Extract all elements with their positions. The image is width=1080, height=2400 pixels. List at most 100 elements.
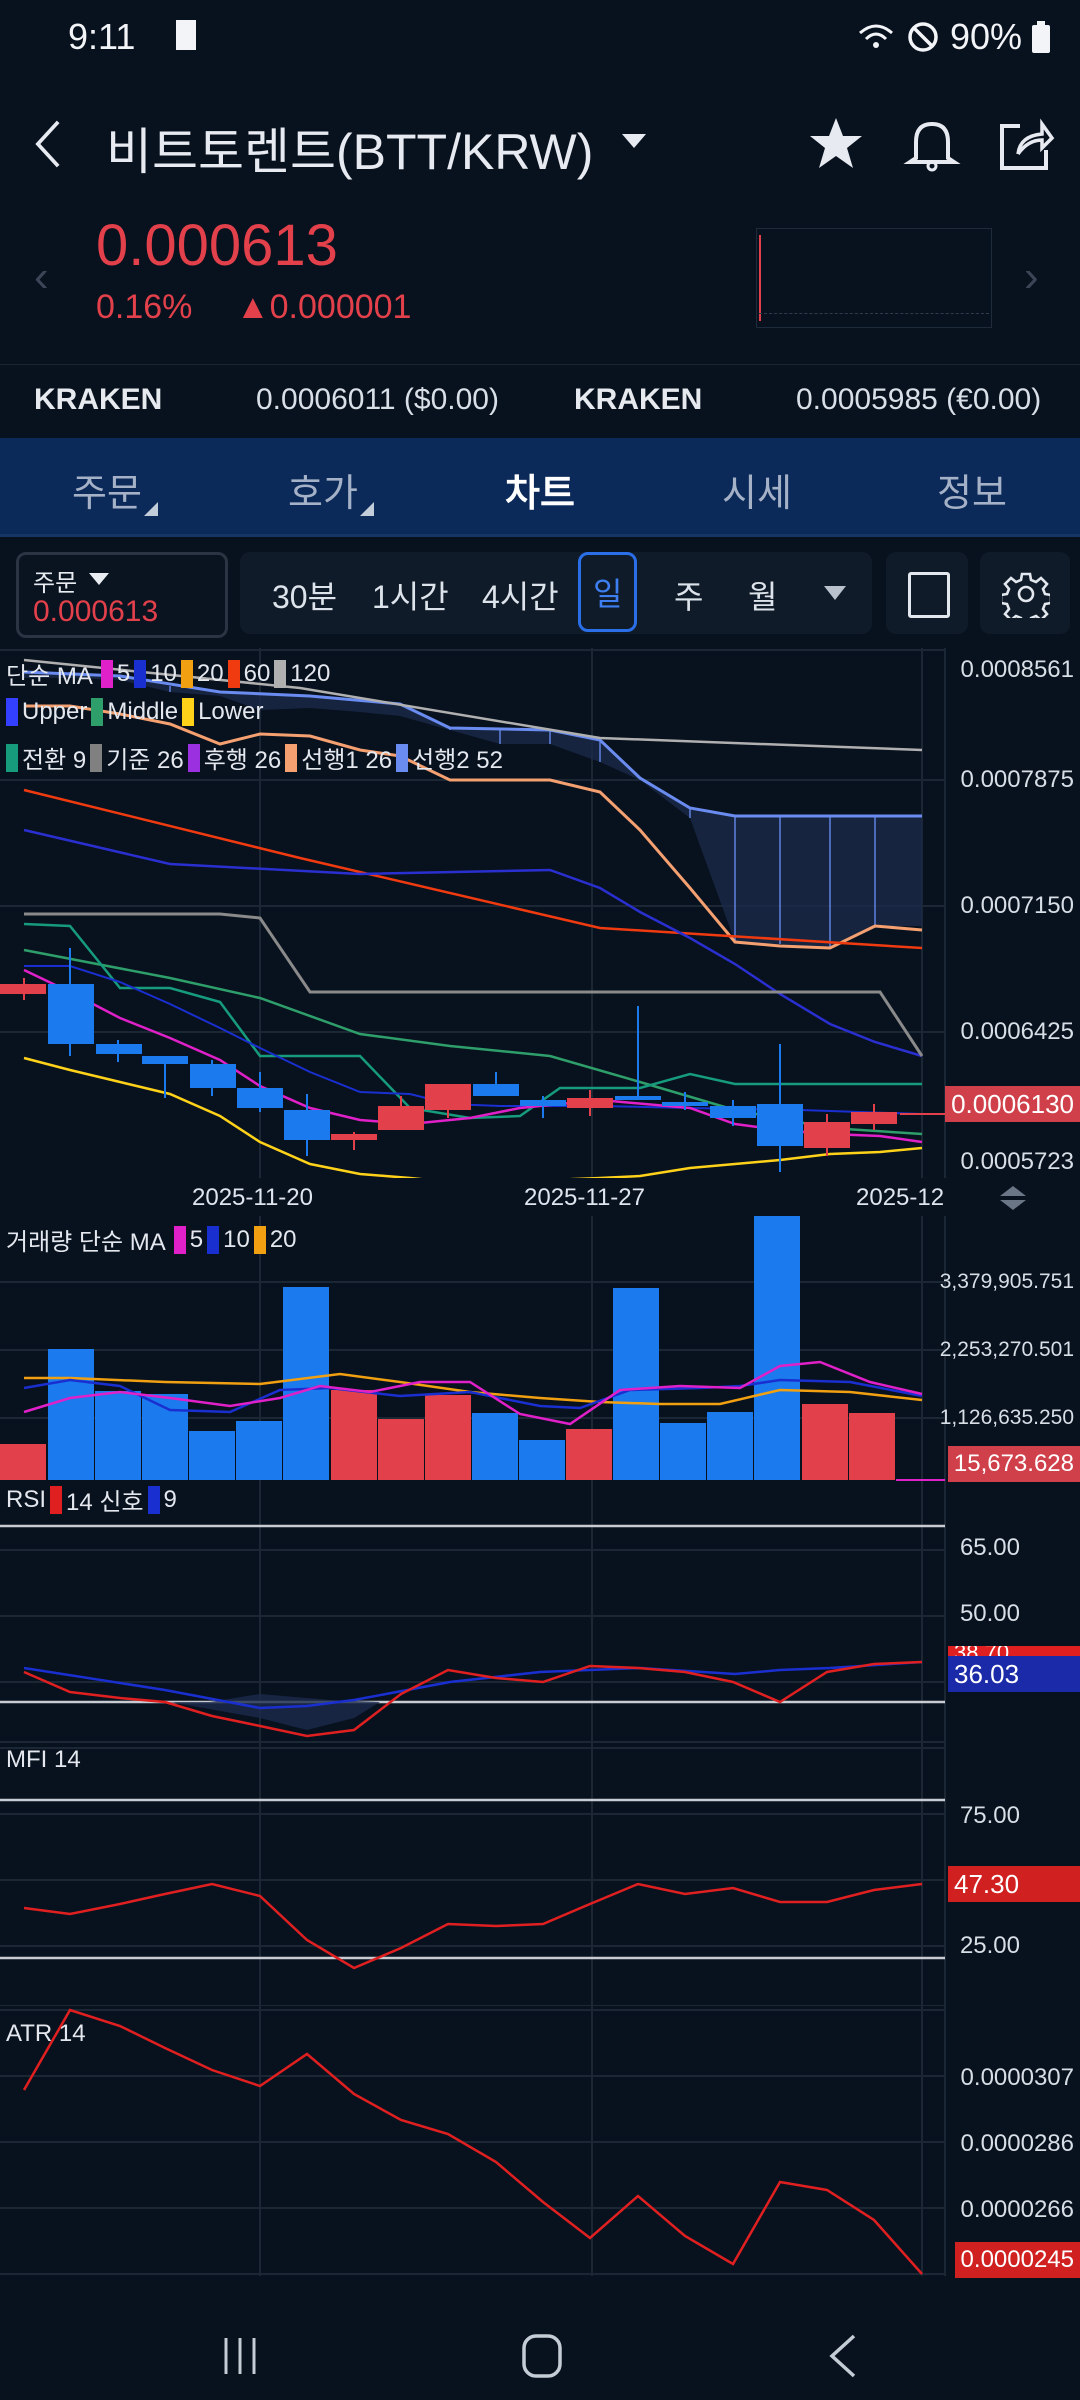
rsi-panel[interactable]: RSI 14 신호 9 65.00 50.00 38.70 36.03 bbox=[0, 1482, 1080, 1744]
more-timeframes-icon[interactable] bbox=[824, 586, 846, 600]
legend-title: RSI bbox=[6, 1485, 47, 1513]
recent-apps-icon[interactable] bbox=[218, 2334, 262, 2378]
tab-order[interactable]: 주문 bbox=[72, 473, 142, 515]
order-label: 주문 bbox=[33, 570, 78, 597]
ma-legend: 단순 MA 5 10 20 60 120 bbox=[6, 656, 330, 691]
ichimoku-legend: 전환 9 기준 26 후행 26 선행1 26 선행2 52 bbox=[6, 740, 503, 775]
legend-item: Lower bbox=[198, 698, 264, 725]
legend-item: 20 bbox=[196, 659, 224, 687]
notification-icon bbox=[176, 20, 196, 50]
prev-arrow-icon[interactable]: ‹ bbox=[34, 252, 49, 301]
y-tick: 0.0007150 bbox=[960, 892, 1074, 919]
legend-item: 60 bbox=[243, 659, 271, 687]
mfi-legend: MFI 14 bbox=[6, 1746, 81, 1774]
last-price-tag: 0.0006130 bbox=[945, 1086, 1080, 1122]
mfi-value-tag: 47.30 bbox=[948, 1866, 1080, 1902]
square-icon bbox=[908, 572, 950, 618]
corner-indicator-icon bbox=[144, 502, 158, 516]
volume-chart-canvas bbox=[0, 1216, 946, 1482]
volume-legend: 거래량 단순 MA 5 10 20 bbox=[6, 1222, 297, 1257]
timeframe-1h[interactable]: 1시간 bbox=[372, 579, 449, 615]
page-title[interactable]: 비트토렌트(BTT/KRW) bbox=[106, 124, 594, 180]
mfi-panel[interactable]: MFI 14 75.00 47.30 25.00 bbox=[0, 1744, 1080, 2006]
y-tick: 0.0006425 bbox=[960, 1018, 1074, 1045]
bb-legend: Upper Middle Lower bbox=[6, 698, 263, 726]
exchange-value: 0.0006011 ($0.00) bbox=[256, 383, 499, 416]
tab-market[interactable]: 시세 bbox=[722, 473, 792, 515]
do-not-disturb-icon bbox=[908, 22, 938, 52]
battery-percent: 90% bbox=[949, 16, 1022, 57]
layout-button[interactable] bbox=[886, 552, 968, 634]
y-tick: 0.0005723 bbox=[960, 1148, 1074, 1175]
bell-icon[interactable] bbox=[902, 114, 962, 174]
resize-handle-icon[interactable] bbox=[998, 1184, 1028, 1212]
volume-panel[interactable]: 거래량 단순 MA 5 10 20 3,379,905.751 2,253,27… bbox=[0, 1216, 1080, 1482]
change-percent: 0.16% bbox=[96, 288, 193, 326]
legend-title: MFI 14 bbox=[6, 1746, 81, 1773]
legend-title: 거래량 단순 MA bbox=[6, 1229, 166, 1256]
gear-icon bbox=[1002, 572, 1050, 618]
mini-chart bbox=[756, 228, 992, 328]
atr-panel[interactable]: ATR 14 0.0000307 0.0000286 0.0000266 0.0… bbox=[0, 2006, 1080, 2278]
atr-value-tag: 0.0000245 bbox=[954, 2242, 1080, 2278]
y-tick: 0.0008561 bbox=[960, 656, 1074, 683]
x-tick: 2025-11-20 bbox=[192, 1184, 313, 1211]
home-icon[interactable] bbox=[520, 2334, 564, 2378]
candles bbox=[0, 948, 945, 1172]
atr-chart-canvas bbox=[0, 2006, 946, 2276]
share-icon[interactable] bbox=[996, 114, 1056, 174]
y-tick: 0.0007875 bbox=[960, 766, 1074, 793]
order-price: 0.000613 bbox=[33, 595, 159, 628]
y-tick: 3,379,905.751 bbox=[939, 1270, 1074, 1293]
next-arrow-icon[interactable]: › bbox=[1024, 252, 1039, 301]
status-right: 90% bbox=[856, 16, 1050, 58]
y-tick: 75.00 bbox=[959, 1802, 1020, 1829]
back-icon[interactable] bbox=[826, 2334, 860, 2378]
timeframe-week[interactable]: 주 bbox=[674, 579, 704, 615]
exchange-bar: KRAKEN 0.0006011 ($0.00) KRAKEN 0.000598… bbox=[0, 364, 1080, 439]
legend-item: 9 bbox=[163, 1485, 177, 1513]
legend-item: 14 신호 bbox=[66, 1489, 144, 1516]
timeframe-4h[interactable]: 4시간 bbox=[482, 579, 559, 615]
timeframe-group: 30분 1시간 4시간 일 주 월 bbox=[240, 552, 872, 634]
tab-orderbook[interactable]: 호가 bbox=[288, 473, 358, 515]
y-tick: 1,126,635.250 bbox=[939, 1406, 1074, 1429]
legend-item: 20 bbox=[269, 1225, 297, 1253]
timeframe-month[interactable]: 월 bbox=[748, 579, 778, 615]
settings-button[interactable] bbox=[980, 552, 1070, 634]
legend-item: 10 bbox=[223, 1225, 250, 1253]
legend-item: 선행1 26 bbox=[301, 747, 393, 774]
legend-item: 5 bbox=[189, 1225, 204, 1253]
y-tick: 0.0000286 bbox=[960, 2130, 1074, 2157]
y-tick: 25.00 bbox=[959, 1932, 1020, 1959]
back-icon[interactable] bbox=[34, 120, 62, 168]
change-amount: ▲0.000001 bbox=[236, 288, 412, 326]
exchange-value: 0.0005985 (€0.00) bbox=[796, 383, 1042, 416]
current-price: 0.000613 bbox=[96, 213, 338, 278]
header: 비트토렌트(BTT/KRW) bbox=[0, 90, 1080, 200]
legend-item: 120 bbox=[290, 659, 331, 687]
legend-item: 10 bbox=[150, 659, 177, 687]
rsi-chart-canvas bbox=[0, 1482, 946, 1744]
rsi-legend: RSI 14 신호 9 bbox=[6, 1482, 177, 1517]
tab-chart[interactable]: 차트 bbox=[505, 473, 575, 515]
y-tick: 2,253,270.501 bbox=[939, 1338, 1074, 1361]
legend-item: 선행2 52 bbox=[412, 747, 503, 774]
timeframe-day[interactable]: 일 bbox=[578, 552, 638, 632]
x-tick: 2025-11-27 bbox=[524, 1184, 645, 1211]
wifi-icon bbox=[858, 24, 893, 48]
legend-item: 전환 9 bbox=[22, 747, 87, 774]
corner-indicator-icon bbox=[360, 502, 374, 516]
x-tick: 2025-12 bbox=[856, 1184, 945, 1211]
legend-item: Upper bbox=[22, 698, 88, 725]
star-icon[interactable] bbox=[806, 114, 866, 174]
legend-item: 후행 26 bbox=[203, 747, 282, 774]
y-tick: 50.00 bbox=[959, 1600, 1020, 1627]
legend-title: 단순 MA bbox=[6, 663, 93, 690]
price-chart-panel[interactable]: 단순 MA 5 10 20 60 120 Upper Middle Lower … bbox=[0, 648, 1080, 1178]
order-dropdown[interactable]: 주문 0.000613 bbox=[16, 552, 228, 638]
timeframe-30m[interactable]: 30분 bbox=[272, 579, 338, 615]
tab-info[interactable]: 정보 bbox=[937, 473, 1007, 515]
atr-legend: ATR 14 bbox=[6, 2020, 86, 2048]
dropdown-caret-icon[interactable] bbox=[622, 134, 646, 148]
